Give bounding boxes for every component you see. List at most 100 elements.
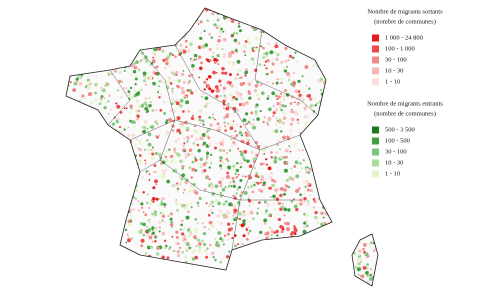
commune-dot bbox=[358, 97, 361, 101]
commune-dot bbox=[378, 188, 380, 190]
commune-dot bbox=[379, 269, 381, 271]
commune-dot bbox=[156, 37, 159, 40]
commune-dot bbox=[354, 190, 357, 193]
commune-dot bbox=[146, 171, 150, 175]
commune-dot bbox=[304, 121, 308, 125]
commune-dot bbox=[284, 184, 287, 187]
commune-dot bbox=[211, 55, 215, 58]
commune-dot bbox=[256, 117, 260, 121]
commune-dot bbox=[345, 61, 350, 66]
commune-dot bbox=[69, 218, 73, 222]
commune-dot bbox=[315, 158, 319, 161]
commune-dot bbox=[157, 246, 161, 250]
commune-dot bbox=[131, 30, 134, 32]
commune-dot bbox=[270, 196, 272, 198]
commune-dot bbox=[173, 18, 177, 23]
commune-dot bbox=[355, 20, 359, 24]
commune-dot bbox=[95, 228, 99, 231]
commune-dot bbox=[313, 142, 316, 145]
commune-dot bbox=[137, 159, 142, 164]
commune-dot bbox=[155, 183, 158, 186]
commune-dot bbox=[349, 269, 353, 272]
commune-dot bbox=[333, 257, 338, 262]
commune-dot bbox=[232, 214, 235, 217]
commune-dot bbox=[244, 74, 247, 77]
commune-dot bbox=[104, 171, 108, 175]
commune-dot bbox=[113, 205, 116, 208]
commune-dot bbox=[228, 73, 232, 77]
commune-dot bbox=[263, 153, 266, 155]
commune-dot bbox=[125, 250, 128, 253]
commune-dot bbox=[166, 32, 170, 36]
commune-dot bbox=[323, 261, 326, 265]
commune-dot bbox=[246, 279, 251, 284]
commune-dot bbox=[317, 133, 320, 136]
commune-dot bbox=[175, 236, 179, 239]
commune-dot bbox=[131, 43, 135, 47]
commune-dot bbox=[114, 45, 117, 48]
commune-dot bbox=[176, 35, 179, 38]
commune-dot bbox=[127, 66, 131, 69]
commune-dot bbox=[187, 6, 189, 8]
commune-dot bbox=[66, 138, 69, 142]
commune-dot bbox=[155, 171, 158, 173]
commune-dot bbox=[362, 86, 366, 90]
commune-dot bbox=[275, 123, 278, 126]
commune-dot bbox=[228, 160, 231, 162]
commune-dot bbox=[106, 83, 109, 86]
commune-dot bbox=[77, 24, 81, 28]
commune-dot bbox=[361, 224, 365, 228]
commune-dot bbox=[232, 194, 235, 198]
commune-dot bbox=[101, 31, 105, 35]
commune-dot bbox=[313, 97, 316, 99]
commune-dot bbox=[113, 261, 116, 264]
commune-dot bbox=[218, 79, 222, 83]
commune-dot bbox=[314, 211, 318, 215]
commune-dot bbox=[358, 175, 363, 180]
commune-dot bbox=[266, 280, 271, 284]
commune-dot bbox=[350, 284, 353, 286]
commune-dot bbox=[172, 100, 175, 103]
commune-dot bbox=[317, 145, 322, 150]
commune-dot bbox=[319, 243, 322, 247]
commune-dot bbox=[152, 6, 154, 8]
commune-dot bbox=[197, 55, 202, 60]
commune-dot bbox=[265, 177, 268, 181]
commune-dot bbox=[174, 139, 179, 144]
commune-dot bbox=[140, 222, 143, 226]
commune-dot bbox=[256, 181, 260, 185]
commune-dot bbox=[177, 242, 180, 245]
commune-dot bbox=[222, 30, 225, 33]
commune-dot bbox=[235, 135, 238, 138]
commune-dot bbox=[269, 228, 272, 231]
commune-dot bbox=[243, 264, 247, 269]
commune-dot bbox=[376, 204, 378, 208]
commune-dot bbox=[284, 260, 289, 264]
commune-dot bbox=[160, 200, 163, 203]
commune-dot bbox=[88, 38, 93, 43]
commune-dot bbox=[365, 159, 368, 162]
commune-dot bbox=[221, 66, 225, 71]
commune-dot bbox=[185, 261, 188, 263]
commune-dot bbox=[119, 266, 123, 271]
commune-dot bbox=[118, 184, 122, 188]
commune-dot bbox=[294, 227, 297, 229]
commune-dot bbox=[143, 101, 148, 106]
commune-dot bbox=[217, 201, 221, 206]
commune-dot bbox=[124, 228, 128, 232]
commune-dot bbox=[362, 282, 366, 286]
commune-dot bbox=[75, 135, 78, 139]
commune-dot bbox=[79, 52, 82, 56]
commune-dot bbox=[250, 80, 253, 83]
commune-dot bbox=[74, 203, 79, 207]
commune-dot bbox=[133, 125, 136, 129]
commune-dot bbox=[366, 267, 369, 270]
commune-dot bbox=[331, 62, 335, 66]
commune-dot bbox=[153, 20, 155, 23]
commune-dot bbox=[115, 27, 120, 32]
commune-dot bbox=[62, 252, 65, 255]
commune-dot bbox=[245, 251, 249, 255]
commune-dot bbox=[356, 74, 361, 78]
commune-dot bbox=[66, 179, 67, 184]
commune-dot bbox=[161, 275, 165, 279]
